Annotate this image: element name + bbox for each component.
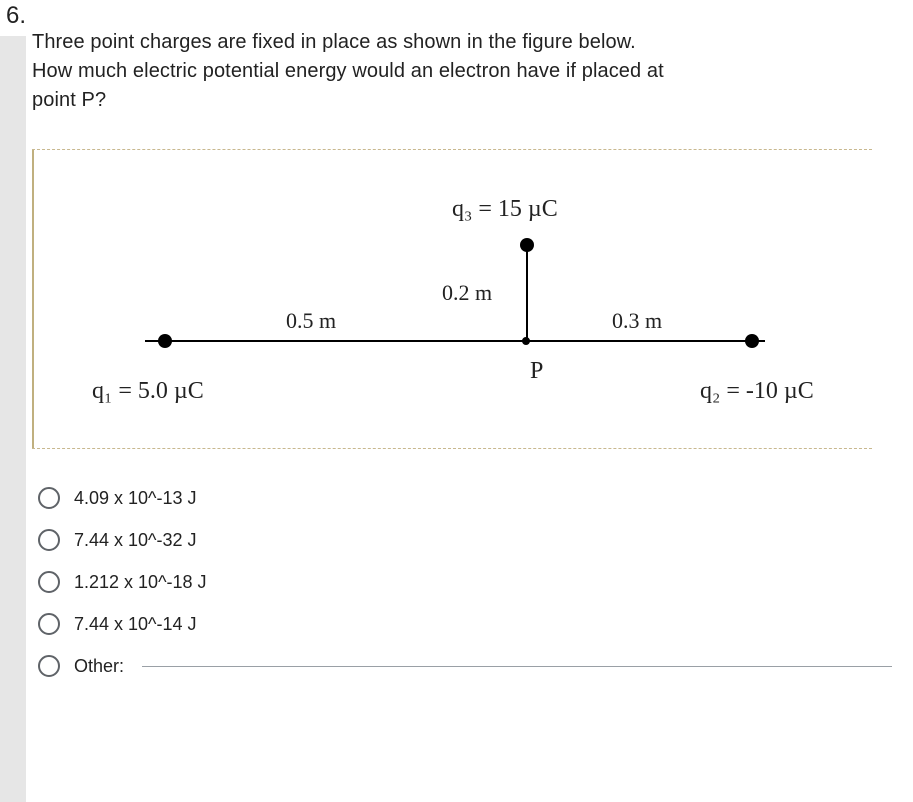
radio-icon[interactable] <box>38 529 60 551</box>
question-number: 6. <box>0 0 32 32</box>
label-distance-top: 0.2 m <box>442 280 492 306</box>
radio-icon[interactable] <box>38 613 60 635</box>
question-prompt: Three point charges are fixed in place a… <box>32 28 892 115</box>
option-label: Other: <box>74 656 124 677</box>
answer-options: 4.09 x 10^-13 J 7.44 x 10^-32 J 1.212 x … <box>32 477 892 687</box>
label-point-p: P <box>530 358 543 385</box>
option-label: 4.09 x 10^-13 J <box>74 488 197 509</box>
option-label: 1.212 x 10^-18 J <box>74 572 207 593</box>
prompt-line: How much electric potential energy would… <box>32 60 664 82</box>
other-input-line[interactable] <box>142 666 892 667</box>
option-row-other[interactable]: Other: <box>32 645 892 687</box>
label-q1: q₁ = 5.0 µC <box>92 378 204 405</box>
question-content: Three point charges are fixed in place a… <box>32 28 892 687</box>
point-p-marker <box>520 335 531 346</box>
diagram: q₃ = 15 µC 0.2 m 0.5 m 0.3 m P q₁ = 5.0 … <box>32 149 872 449</box>
label-distance-right: 0.3 m <box>612 308 662 334</box>
label-q2: q₂ = -10 µC <box>700 378 814 405</box>
radio-icon[interactable] <box>38 571 60 593</box>
charge-q3-dot <box>520 238 534 252</box>
page-left-gutter <box>0 36 26 802</box>
charge-q1-dot <box>158 334 172 348</box>
radio-icon[interactable] <box>38 655 60 677</box>
radio-icon[interactable] <box>38 487 60 509</box>
prompt-line: Three point charges are fixed in place a… <box>32 31 636 53</box>
option-label: 7.44 x 10^-32 J <box>74 530 197 551</box>
option-label: 7.44 x 10^-14 J <box>74 614 197 635</box>
option-row[interactable]: 4.09 x 10^-13 J <box>32 477 892 519</box>
diagram-horizontal-axis <box>145 340 765 342</box>
label-distance-left: 0.5 m <box>286 308 336 334</box>
diagram-vertical-segment <box>526 245 528 340</box>
option-row[interactable]: 1.212 x 10^-18 J <box>32 561 892 603</box>
option-row[interactable]: 7.44 x 10^-14 J <box>32 603 892 645</box>
label-q3: q₃ = 15 µC <box>452 196 558 223</box>
charge-q2-dot <box>745 334 759 348</box>
option-row[interactable]: 7.44 x 10^-32 J <box>32 519 892 561</box>
prompt-line: point P? <box>32 89 106 111</box>
